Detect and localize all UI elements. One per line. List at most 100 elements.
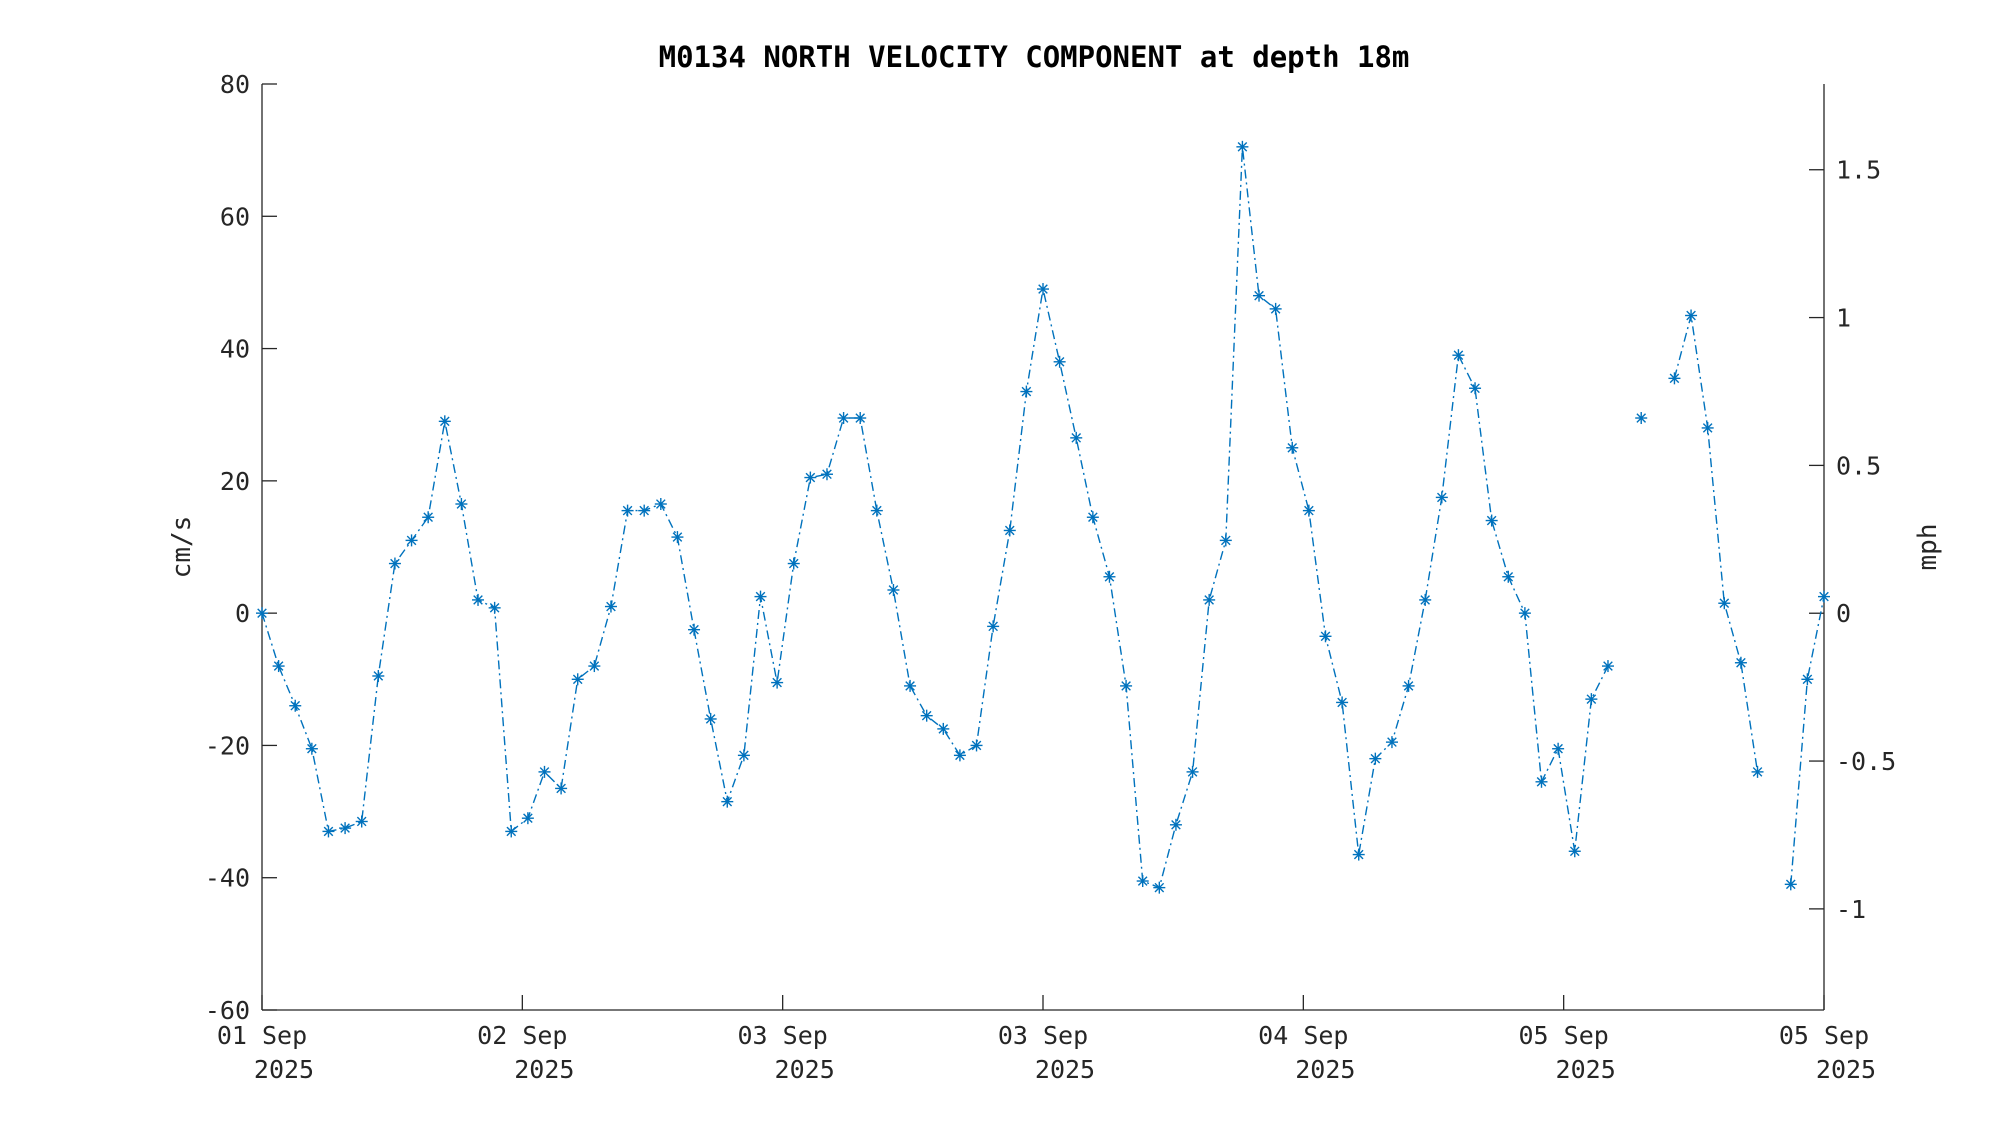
- data-point: [1120, 679, 1133, 692]
- data-point: [1635, 412, 1648, 425]
- data-point: [1818, 590, 1830, 603]
- data-point: [987, 620, 1000, 633]
- data-point: [272, 660, 285, 673]
- y2-tick-label: 1.5: [1836, 156, 1881, 185]
- data-point: [1086, 511, 1099, 524]
- data-point: [405, 534, 418, 547]
- data-point: [355, 815, 368, 828]
- data-point: [1452, 349, 1465, 362]
- y2-tick-label: 1: [1836, 304, 1851, 333]
- data-point: [654, 498, 667, 511]
- data-point: [1203, 593, 1216, 606]
- data-point: [1502, 570, 1515, 583]
- x-tick-day: 03 Sep: [738, 1021, 828, 1050]
- x-tick-day: 03 Sep: [998, 1021, 1088, 1050]
- data-point: [688, 623, 701, 636]
- data-point: [1535, 775, 1548, 788]
- data-point: [1419, 593, 1432, 606]
- data-point: [804, 471, 817, 484]
- data-point: [1286, 441, 1299, 454]
- y-tick-label: -20: [205, 731, 250, 760]
- axes-frame: [261, 84, 1825, 1011]
- data-point: [1568, 845, 1581, 858]
- y2-tick-label: -0.5: [1836, 747, 1896, 776]
- data-point: [339, 822, 352, 835]
- data-point: [671, 531, 684, 544]
- data-point: [820, 468, 833, 481]
- data-point: [588, 660, 601, 673]
- x-tick-day: 01 Sep: [217, 1021, 307, 1050]
- x-tick-day: 05 Sep: [1779, 1021, 1869, 1050]
- data-point: [1269, 302, 1282, 315]
- data-point: [1103, 570, 1116, 583]
- y2-tick-label: 0: [1836, 599, 1851, 628]
- data-point: [1718, 597, 1731, 610]
- data-point: [1801, 673, 1814, 686]
- data-point: [621, 504, 634, 517]
- data-point: [1053, 355, 1066, 368]
- data-point: [1435, 491, 1448, 504]
- x-tick-year: 2025: [1035, 1055, 1095, 1084]
- data-point: [1253, 289, 1266, 302]
- x-tick-year: 2025: [1816, 1055, 1876, 1084]
- y-tick-label: 0: [235, 599, 250, 628]
- x-tick-day: 02 Sep: [477, 1021, 567, 1050]
- data-point: [970, 739, 983, 752]
- data-point: [1685, 309, 1698, 322]
- x-tick-year: 2025: [514, 1055, 574, 1084]
- data-point: [1219, 534, 1232, 547]
- data-point: [1153, 881, 1166, 894]
- data-point: [1552, 742, 1565, 755]
- data-point: [1003, 524, 1016, 537]
- data-point: [1169, 818, 1182, 831]
- data-point: [488, 601, 501, 614]
- data-point: [1734, 656, 1747, 669]
- data-point: [521, 812, 534, 825]
- data-point: [754, 590, 767, 603]
- data-point: [1385, 736, 1398, 749]
- data-point: [771, 676, 784, 689]
- data-point: [1336, 696, 1349, 709]
- data-point: [438, 415, 451, 428]
- y-tick-label: 40: [220, 335, 250, 364]
- x-tick-day: 04 Sep: [1258, 1021, 1348, 1050]
- data-point: [1668, 372, 1681, 385]
- data-point: [904, 679, 917, 692]
- data-point: [1601, 660, 1614, 673]
- data-point: [1319, 630, 1332, 643]
- data-point: [1485, 514, 1498, 527]
- y2-tick-label: 0.5: [1836, 451, 1881, 480]
- data-point: [1751, 765, 1764, 778]
- data-point: [422, 511, 435, 524]
- data-point: [1070, 431, 1083, 444]
- data-point: [538, 765, 551, 778]
- data-point: [787, 557, 800, 570]
- data-point: [1020, 385, 1033, 398]
- data-point: [1352, 848, 1365, 861]
- data-point: [953, 749, 966, 762]
- left-y-ticks: 80 60 40 20 0 -20 -40 -60: [205, 70, 277, 1025]
- x-tick-year: 2025: [1556, 1055, 1616, 1084]
- data-point: [870, 504, 883, 517]
- data-point: [1136, 875, 1149, 888]
- data-point: [837, 412, 850, 425]
- y-tick-label: 80: [220, 70, 250, 99]
- x-tick-year: 2025: [254, 1055, 314, 1084]
- series-line: [1673, 315, 1759, 773]
- data-point: [1302, 504, 1315, 517]
- data-point: [604, 600, 617, 613]
- data-point: [289, 699, 302, 712]
- data-point: [372, 669, 385, 682]
- data-point: [1402, 679, 1415, 692]
- data-point: [887, 583, 900, 596]
- data-point: [305, 742, 318, 755]
- data-point: [571, 673, 584, 686]
- data-point: [1784, 878, 1797, 891]
- right-y-ticks: 1.5 1 0.5 0 -0.5 -1: [1809, 156, 1896, 924]
- y-tick-label: 60: [220, 202, 250, 231]
- data-point: [505, 825, 518, 838]
- data-point: [1518, 607, 1531, 620]
- data-point: [737, 749, 750, 762]
- data-point: [937, 722, 950, 735]
